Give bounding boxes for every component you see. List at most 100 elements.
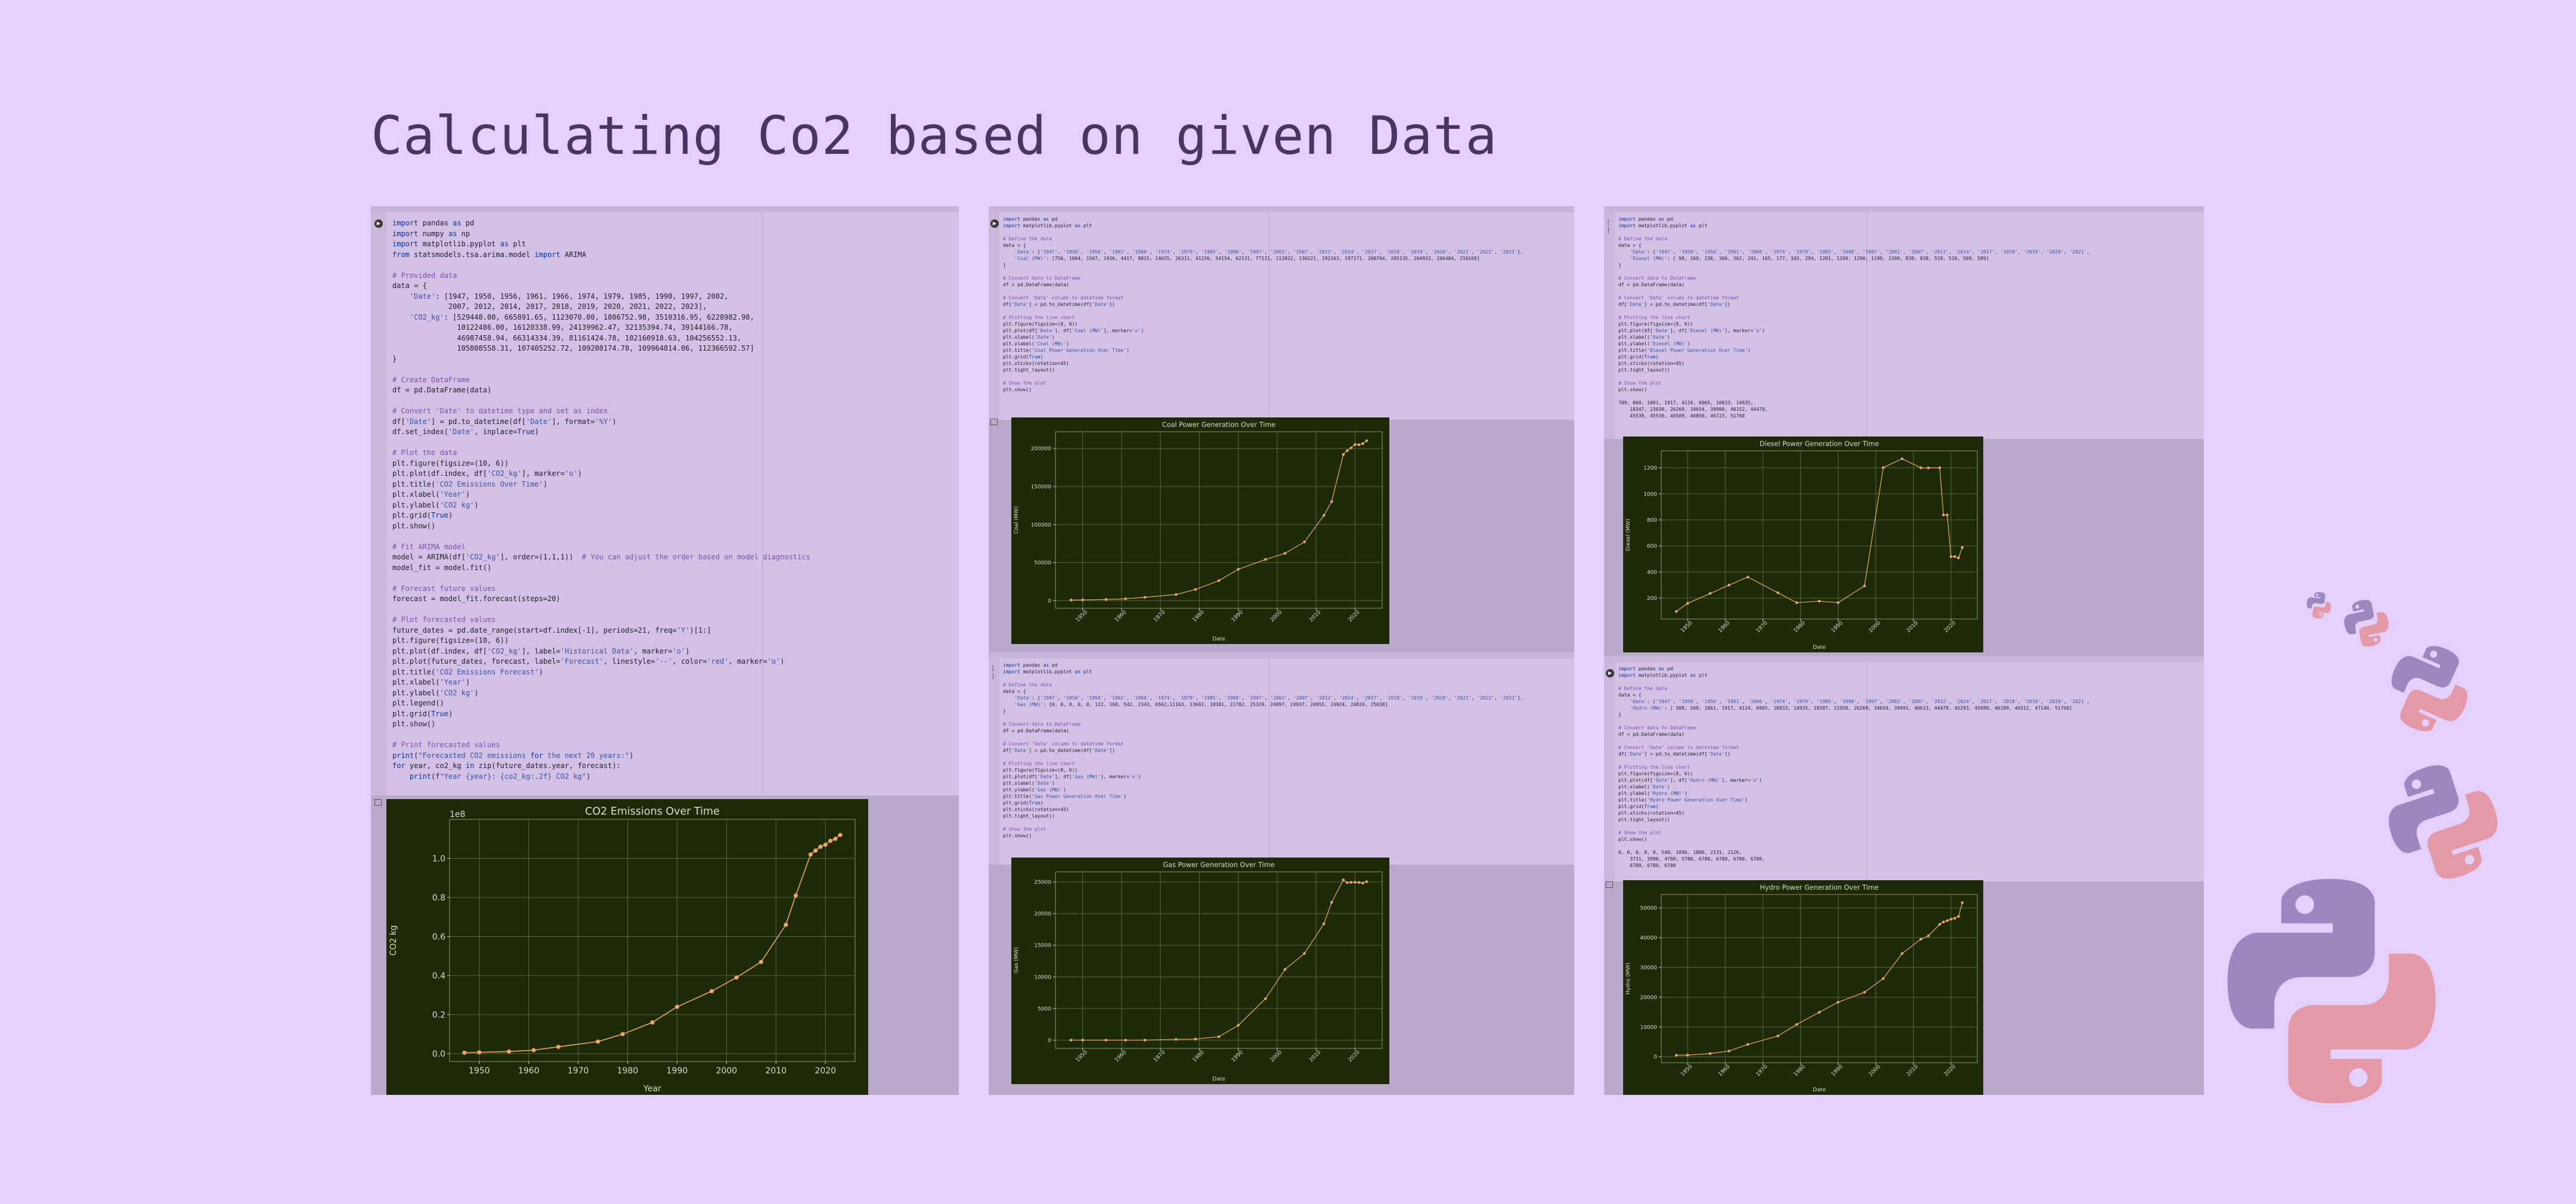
data-point <box>1081 1038 1084 1042</box>
data-point <box>507 1049 512 1054</box>
code-text[interactable]: import pandas as pd import matplotlib.py… <box>1618 666 2090 868</box>
y-scale-label: 1e8 <box>450 810 465 819</box>
x-tick-label: 1960 <box>1114 609 1128 623</box>
y-tick-label: 20000 <box>1640 995 1657 1001</box>
data-point <box>1957 556 1960 559</box>
data-point <box>1674 1054 1678 1057</box>
data-point <box>620 1032 625 1036</box>
y-tick-label: 0 <box>1048 1038 1051 1044</box>
coal-plot: 1950 1960 1970 1980 1990 2000 2010 2020 0 50000 10… <box>1011 417 1389 644</box>
data-point <box>1882 977 1885 980</box>
code-cell-hydro[interactable]: ▶ import pandas as pd import matplotlib.… <box>1604 656 2204 881</box>
x-tick-label: 1950 <box>1075 1050 1089 1063</box>
y-tick-label: 10000 <box>1034 974 1051 980</box>
python-logo-icon <box>2340 598 2393 648</box>
y-tick-label: 15000 <box>1034 943 1051 949</box>
data-point <box>1746 1043 1750 1046</box>
data-point <box>1746 575 1750 578</box>
notebook-panel-coal-gas: ▶ import pandas as pd import matplotlib.… <box>989 206 1574 1095</box>
data-point <box>1104 598 1108 601</box>
data-point <box>1237 1024 1240 1027</box>
run-icon[interactable]: ▶ <box>1606 669 1614 677</box>
code-cell-diesel[interactable]: [ ] import pandas as pd import matplotli… <box>1604 206 2204 439</box>
x-tick-label: 2010 <box>1906 620 1919 634</box>
code-text[interactable]: import pandas as pd import matplotlib.py… <box>1003 216 1524 392</box>
data-point <box>1927 934 1930 937</box>
x-axis-label: Year <box>643 1084 661 1094</box>
x-tick-label: 2000 <box>1270 609 1283 623</box>
data-point <box>1882 466 1885 469</box>
data-point <box>1961 546 1964 549</box>
y-tick-label: 50000 <box>1640 906 1657 912</box>
code-cell-coal[interactable]: ▶ import pandas as pd import matplotlib.… <box>989 206 1574 420</box>
data-point <box>1330 900 1333 904</box>
data-point <box>674 1004 679 1009</box>
cell-gutter: [ ] <box>1604 212 1615 439</box>
y-tick-label: 0.6 <box>432 932 445 942</box>
notebook-panel-co2: ▶ import pandas as pd import numpy as np… <box>371 206 959 1095</box>
y-tick-label: 800 <box>1647 518 1657 524</box>
cell-gutter: ▶ <box>1604 662 1615 881</box>
data-point <box>1942 920 1945 924</box>
data-point <box>1863 991 1866 994</box>
data-point <box>1776 591 1779 595</box>
data-point <box>1217 1035 1221 1038</box>
data-point <box>1919 466 1922 469</box>
output-icon[interactable] <box>1606 881 1613 888</box>
run-icon[interactable]: ▶ <box>990 219 999 228</box>
data-point <box>1361 881 1364 885</box>
series-line <box>1676 902 1963 1056</box>
hydro-chart-svg: 1950 1960 1970 1980 1990 2000 2010 2020 0 10000 20… <box>1626 884 1978 1093</box>
code-text[interactable]: import pandas as pd import numpy as np i… <box>392 219 810 781</box>
data-point <box>1674 610 1678 613</box>
data-point <box>1237 568 1240 571</box>
output-icon[interactable] <box>990 419 998 425</box>
series-line <box>1071 440 1367 601</box>
cell-status-icon[interactable]: [ ] <box>991 664 995 680</box>
data-point <box>1961 901 1964 904</box>
y-tick-label: 1000 <box>1643 491 1657 497</box>
data-point <box>1104 1038 1108 1042</box>
data-point <box>1264 558 1267 561</box>
data-point <box>1124 1038 1127 1042</box>
python-logo-icon <box>2387 633 2472 744</box>
data-point <box>1346 449 1349 452</box>
x-tick-label: 2020 <box>1347 1050 1361 1063</box>
data-point <box>813 848 818 853</box>
data-point <box>1143 596 1147 599</box>
code-text[interactable]: import pandas as pd import matplotlib.py… <box>1003 663 1524 838</box>
data-point <box>462 1050 467 1055</box>
x-tick-label: 1970 <box>1153 1050 1166 1063</box>
data-point <box>1863 584 1866 587</box>
data-point <box>758 960 763 964</box>
cell-status-icon[interactable]: [ ] <box>1606 218 1611 234</box>
x-tick-label: 1960 <box>518 1066 540 1076</box>
coal-chart-svg: 1950 1960 1970 1980 1990 2000 2010 2020 0 50000 10… <box>1014 421 1383 642</box>
code-cell-gas[interactable]: [ ] import pandas as pd import matplotli… <box>989 652 1574 865</box>
run-icon[interactable]: ▶ <box>374 219 383 228</box>
gas-plot: 1950 1960 1970 1980 1990 2000 2010 2020 0 5000 100… <box>1011 858 1389 1084</box>
y-tick-label: 400 <box>1647 569 1657 575</box>
code-cell-co2[interactable]: ▶ import pandas as pd import numpy as np… <box>371 206 959 796</box>
x-axis-label: Date <box>1813 1087 1826 1093</box>
data-point <box>1361 442 1364 445</box>
data-point <box>650 1020 655 1025</box>
y-tick-label: 25000 <box>1034 880 1051 886</box>
x-tick-label: 1960 <box>1114 1050 1128 1063</box>
output-icon[interactable] <box>374 799 382 806</box>
data-point <box>1322 514 1326 517</box>
data-point <box>1927 466 1930 469</box>
y-tick-label: 150000 <box>1031 484 1052 490</box>
y-tick-label: 0.4 <box>432 971 445 981</box>
x-tick-label: 1960 <box>1717 620 1731 634</box>
x-tick-label: 1970 <box>1755 620 1769 634</box>
data-point <box>1953 555 1956 558</box>
chart-title: Coal Power Generation Over Time <box>1162 421 1276 429</box>
data-point <box>1174 1038 1178 1041</box>
data-point <box>1727 1050 1730 1053</box>
code-text[interactable]: import pandas as pd import matplotlib.py… <box>1618 216 2090 419</box>
data-point <box>1795 601 1798 604</box>
cell-gutter: [ ] <box>989 658 999 865</box>
data-point <box>1946 513 1949 516</box>
data-point <box>1069 1038 1073 1042</box>
